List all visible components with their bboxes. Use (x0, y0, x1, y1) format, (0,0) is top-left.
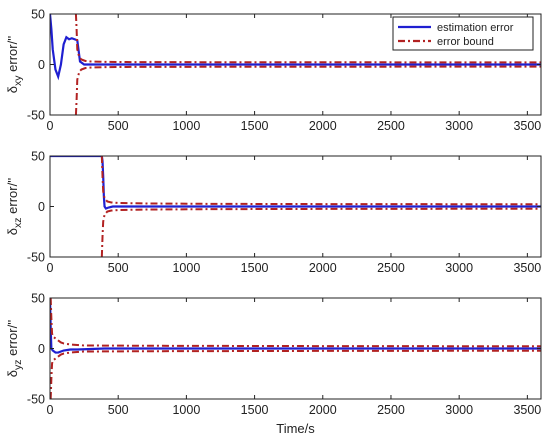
x-tick-label: 2000 (309, 403, 337, 417)
x-tick-label: 2000 (309, 119, 337, 133)
x-tick-label: 500 (108, 403, 129, 417)
y-tick-label: -50 (27, 109, 45, 123)
x-tick-label: 2500 (377, 403, 405, 417)
x-tick-label: 1000 (172, 261, 200, 275)
estimation-error-line (50, 298, 541, 354)
x-tick-label: 0 (47, 261, 54, 275)
y-tick-label: 0 (38, 200, 45, 214)
y-tick-label: 50 (31, 292, 45, 306)
error-bound-lower-line (100, 207, 541, 257)
plot-lines (50, 298, 541, 399)
x-tick-label: 3500 (513, 261, 541, 275)
x-tick-label: 3000 (445, 119, 473, 133)
y-tick-label: -50 (27, 251, 45, 265)
estimation-error-line (50, 156, 541, 210)
error-bound-upper-line (50, 298, 541, 348)
y-tick-label: 50 (31, 8, 45, 22)
y-axis-label: δxy error/'' (5, 36, 24, 93)
x-tick-label: 3500 (513, 119, 541, 133)
legend-label-2: error bound (437, 36, 494, 48)
x-tick-label: 500 (108, 261, 129, 275)
x-tick-label: 0 (47, 403, 54, 417)
error-bound-lower-line (74, 65, 541, 115)
y-axis-label-main: δ (5, 86, 20, 93)
x-axis-label: Time/s (276, 421, 315, 436)
x-tick-label: 1500 (241, 261, 269, 275)
plot-lines (50, 14, 541, 115)
legend: estimation error error bound (392, 16, 534, 51)
y-axis-label: δxz error/'' (5, 178, 24, 235)
y-axis-label-subscript: xz (12, 217, 24, 228)
y-tick-label: 0 (38, 342, 45, 356)
x-tick-label: 3000 (445, 403, 473, 417)
x-tick-label: 3000 (445, 261, 473, 275)
y-axis-label-suffix: error/'' (5, 320, 20, 360)
y-axis-label-suffix: error/'' (5, 178, 20, 218)
y-tick-label: 0 (38, 58, 45, 72)
x-tick-label: 500 (108, 119, 129, 133)
error-bound-upper-line (74, 14, 541, 64)
x-tick-label: 2500 (377, 261, 405, 275)
error-bound-upper-line (100, 156, 541, 206)
x-tick-label: 2500 (377, 119, 405, 133)
legend-label-1: estimation error (437, 22, 514, 34)
y-axis-label-subscript: yz (12, 359, 24, 370)
x-tick-label: 0 (47, 119, 54, 133)
x-tick-label: 1500 (241, 119, 269, 133)
estimation-error-line (50, 14, 541, 81)
x-tick-label: 1000 (172, 403, 200, 417)
error-bound-lower-line (50, 349, 541, 399)
y-tick-label: -50 (27, 393, 45, 407)
y-axis-label-suffix: error/'' (5, 36, 20, 76)
x-tick-label: 2000 (309, 261, 337, 275)
y-axis-label-main: δ (5, 370, 20, 377)
x-tick-label: 3500 (513, 403, 541, 417)
plot-lines (50, 156, 541, 257)
y-axis-label: δyz error/'' (5, 320, 24, 377)
x-tick-label: 1500 (241, 403, 269, 417)
x-tick-label: 1000 (172, 119, 200, 133)
y-tick-label: 50 (31, 150, 45, 164)
y-axis-label-subscript: xy (12, 75, 24, 86)
y-axis-label-main: δ (5, 228, 20, 235)
legend-box (392, 16, 534, 51)
